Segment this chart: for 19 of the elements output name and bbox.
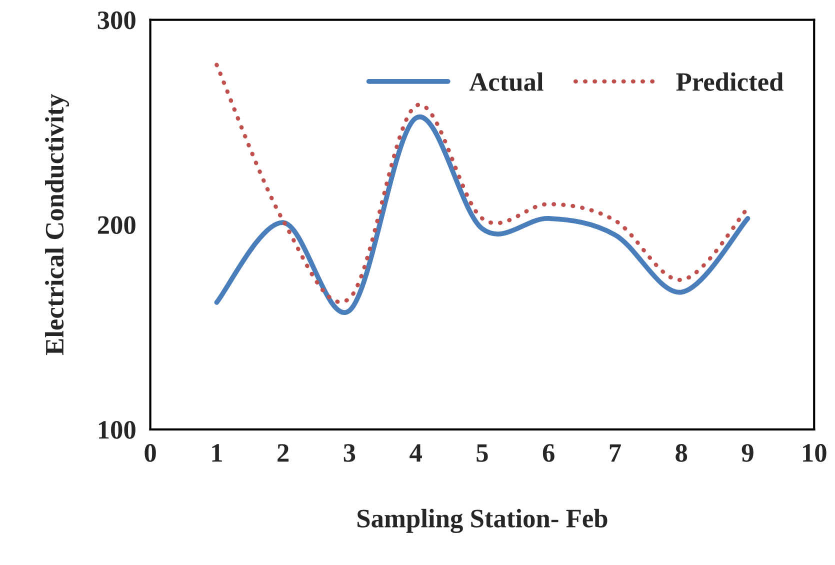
legend-label: Predicted — [676, 72, 784, 91]
x-tick-label: 7 — [610, 444, 621, 462]
x-tick-label: 2 — [278, 444, 289, 462]
x-tick-label: 6 — [542, 444, 554, 462]
legend-label: Actual — [469, 72, 544, 91]
x-tick-label: 8 — [676, 444, 688, 462]
line-series — [214, 114, 750, 314]
x-tick-label: 1 — [212, 444, 222, 462]
y-tick-label: 300 — [98, 11, 136, 30]
y-axis-title: Electrical Conductivity — [45, 94, 70, 355]
x-tick-label: 5 — [476, 444, 488, 462]
x-tick-label: 3 — [344, 444, 356, 462]
x-tick-label: 10 — [803, 444, 826, 462]
y-tick-label: 100 — [98, 421, 136, 439]
x-tick-label: 4 — [410, 444, 422, 462]
x-axis-title: Sampling Station- Feb — [358, 508, 608, 534]
x-tick-label: 0 — [144, 444, 156, 462]
x-tick-label: 9 — [742, 444, 754, 462]
y-tick-label: 200 — [98, 216, 136, 234]
